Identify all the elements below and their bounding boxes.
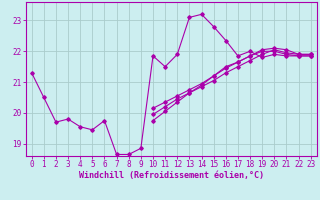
X-axis label: Windchill (Refroidissement éolien,°C): Windchill (Refroidissement éolien,°C) (79, 171, 264, 180)
